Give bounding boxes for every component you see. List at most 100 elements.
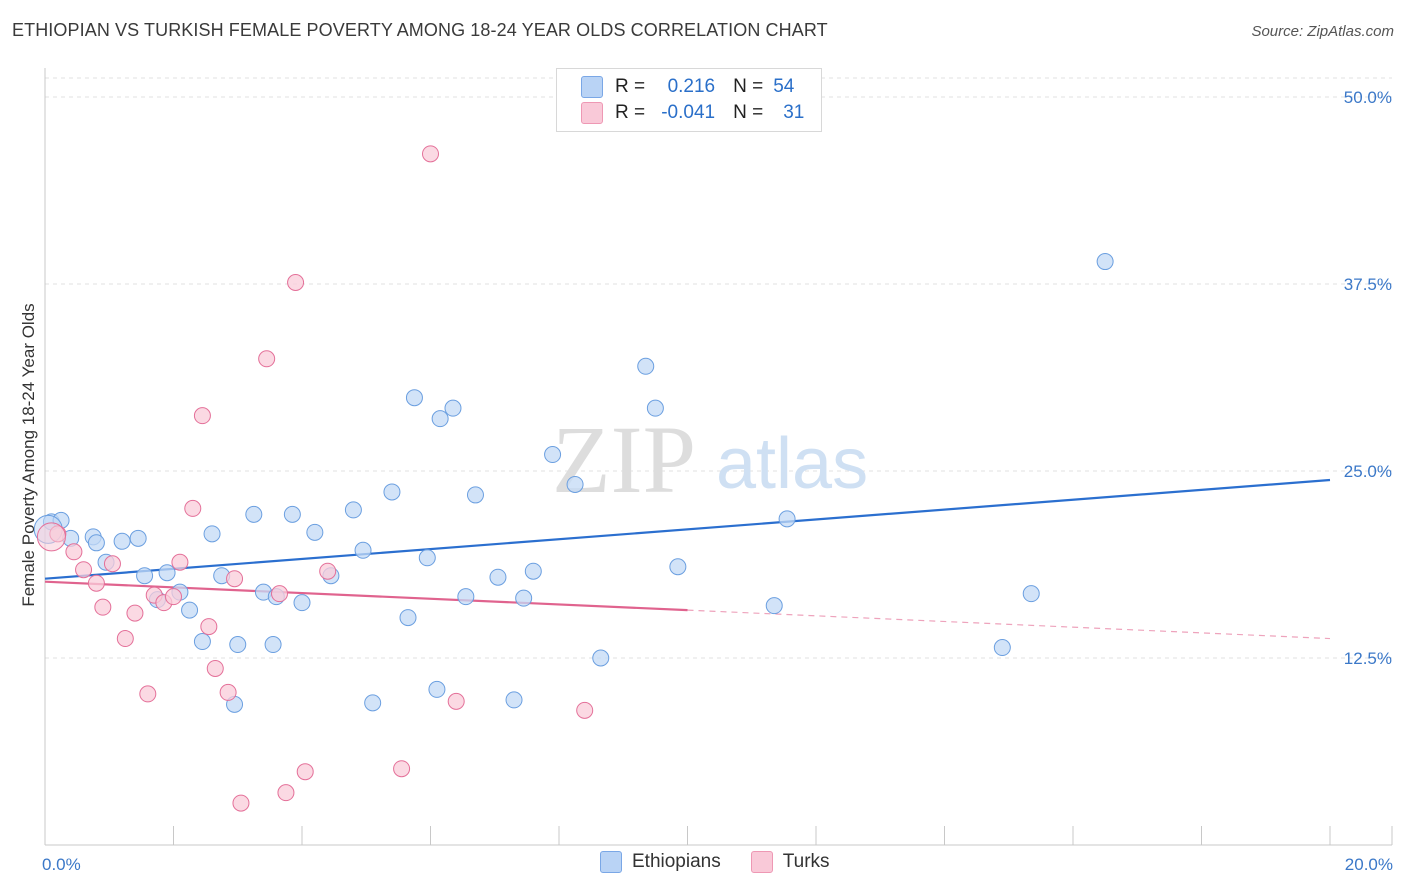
point-turks	[103, 555, 121, 573]
point-ethiopians	[592, 649, 610, 667]
legend-r-value: 0.216	[667, 76, 716, 97]
point-turks	[258, 350, 276, 368]
point-turks	[75, 561, 93, 579]
point-turks	[296, 763, 314, 781]
legend-item-turks: Turks	[750, 851, 830, 873]
legend-n-value: 54	[773, 76, 795, 97]
point-turks	[447, 692, 465, 710]
point-ethiopians	[466, 486, 484, 504]
source-label: Source: ZipAtlas.com	[1251, 23, 1394, 40]
x-tick-label: 20.0%	[1345, 855, 1393, 874]
point-turks	[36, 522, 66, 552]
legend-swatch-turks	[581, 102, 603, 124]
point-ethiopians	[264, 636, 282, 654]
point-turks	[219, 683, 237, 701]
chart-title: ETHIOPIAN VS TURKISH FEMALE POVERTY AMON…	[12, 20, 828, 40]
point-ethiopians	[778, 510, 796, 528]
trend-lines	[44, 478, 1331, 640]
point-ethiopians	[637, 357, 655, 375]
point-ethiopians	[489, 568, 507, 586]
point-ethiopians	[283, 505, 301, 523]
point-turks	[165, 588, 182, 606]
legend-r-label: R =	[615, 76, 646, 97]
y-tick-label: 25.0%	[1344, 462, 1392, 481]
point-ethiopians	[524, 562, 542, 580]
legend-n-label: N =	[733, 76, 764, 97]
legend-n-label: N =	[733, 102, 764, 123]
point-turks	[576, 701, 594, 719]
point-ethiopians	[245, 505, 263, 523]
watermark-atlas: atlas	[716, 424, 868, 504]
point-turks	[277, 784, 295, 802]
point-turks	[171, 553, 189, 571]
point-turks	[200, 618, 218, 636]
data-points	[33, 145, 1114, 812]
y-axis-label: Female Poverty Among 18-24 Year Olds	[19, 303, 38, 606]
correlation-legend: R = 0.216 N = 54 R = -0.041 N = 31	[556, 68, 822, 132]
point-ethiopians	[399, 609, 417, 627]
axes	[44, 68, 1393, 846]
point-ethiopians	[505, 691, 523, 709]
legend-label-turks: Turks	[782, 851, 830, 872]
point-ethiopians	[431, 410, 449, 428]
point-ethiopians	[129, 529, 147, 547]
trend-line-ethiopians	[44, 478, 1331, 580]
point-ethiopians	[765, 597, 783, 615]
point-ethiopians	[158, 564, 176, 582]
x-tick-label: 0.0%	[42, 855, 81, 874]
point-ethiopians	[444, 399, 462, 417]
trend-line-turks	[44, 580, 688, 612]
point-ethiopians	[306, 523, 324, 541]
legend-r-value: -0.041	[661, 102, 716, 123]
point-ethiopians	[669, 558, 687, 576]
watermark: ZIP atlas	[552, 406, 868, 513]
point-turks	[226, 570, 244, 588]
trend-line-dashed-turks	[687, 609, 1331, 640]
y-tick-label: 37.5%	[1344, 275, 1392, 294]
point-turks	[319, 562, 337, 580]
point-ethiopians	[87, 534, 105, 552]
point-ethiopians	[566, 475, 584, 493]
point-turks	[393, 760, 411, 778]
point-turks	[232, 794, 250, 812]
legend-swatch-ethiopians	[600, 851, 622, 873]
legend-r-label: R =	[615, 102, 646, 123]
point-ethiopians	[1022, 585, 1040, 603]
point-ethiopians	[113, 532, 131, 550]
point-ethiopians	[428, 680, 446, 698]
point-turks	[422, 145, 439, 163]
point-ethiopians	[1096, 253, 1114, 271]
point-ethiopians	[383, 483, 401, 501]
point-turks	[206, 659, 224, 677]
point-ethiopians	[364, 694, 382, 712]
legend-row-turks: R = -0.041 N = 31	[581, 100, 804, 126]
point-turks	[87, 574, 105, 592]
point-ethiopians	[457, 588, 475, 606]
legend-n-value: 31	[783, 102, 805, 123]
point-ethiopians	[405, 389, 423, 407]
legend-swatch-ethiopians	[581, 76, 603, 98]
point-ethiopians	[993, 639, 1011, 657]
axis-labels: 12.5% 25.0% 37.5% 50.0% 0.0% 20.0% Female Pove…	[19, 88, 1393, 874]
legend-label-ethiopians: Ethiopians	[632, 851, 721, 872]
grid-lines	[45, 77, 1392, 659]
point-ethiopians	[293, 594, 311, 612]
point-turks	[126, 604, 144, 622]
point-ethiopians	[544, 446, 562, 464]
watermark-zip: ZIP	[552, 406, 696, 513]
legend-swatch-turks	[750, 851, 773, 873]
point-ethiopians	[344, 501, 362, 519]
point-turks	[94, 598, 112, 616]
point-ethiopians	[515, 589, 533, 607]
point-ethiopians	[354, 541, 372, 559]
series-legend: Ethiopians Turks	[600, 851, 860, 873]
point-turks	[139, 685, 157, 703]
point-turks	[271, 585, 289, 603]
point-ethiopians	[193, 633, 211, 651]
y-tick-label: 50.0%	[1344, 88, 1392, 107]
legend-row-ethiopians: R = 0.216 N = 54	[581, 74, 794, 100]
point-turks	[116, 630, 134, 648]
point-ethiopians	[181, 601, 199, 619]
point-ethiopians	[229, 636, 247, 654]
